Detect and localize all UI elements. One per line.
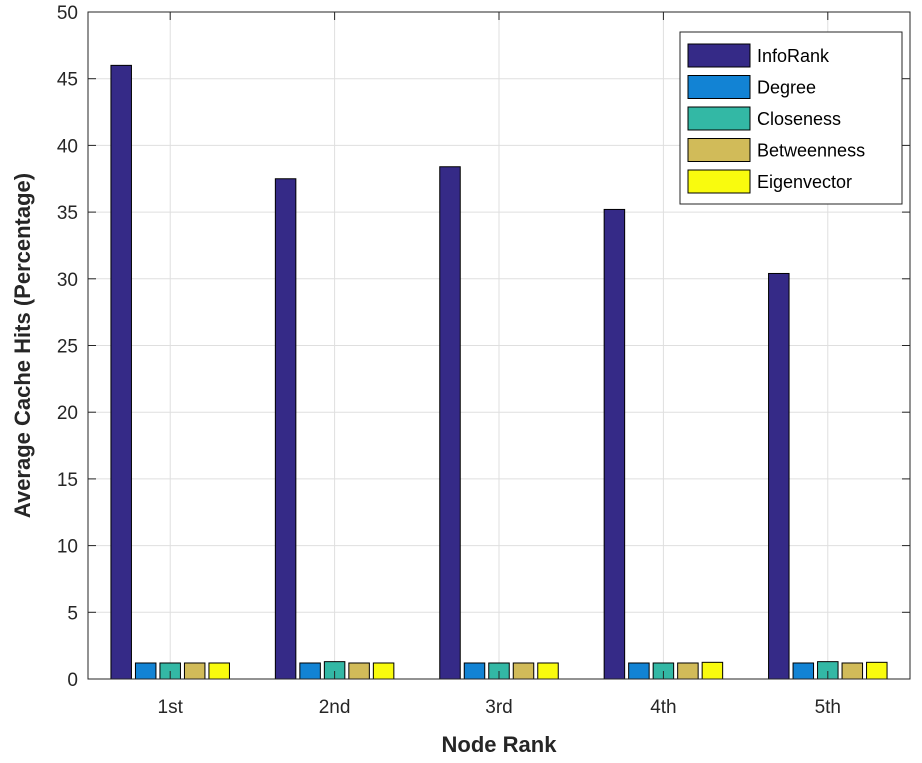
x-tick-label: 5th [815,697,841,718]
y-tick-label: 5 [67,603,78,624]
x-tick-label: 2nd [319,697,351,718]
legend-label-eigenvector: Eigenvector [757,172,852,192]
bar-inforank-2nd [274,178,297,680]
bar-degree-4th [628,662,650,680]
y-tick-label: 30 [57,270,78,291]
bar-inforank-3rd [439,166,461,680]
legend-swatch-inforank [687,43,751,68]
bar-eigenvector-4th [701,661,724,680]
bar-degree-2nd [299,662,321,680]
y-tick-label: 40 [57,136,78,157]
y-tick-label: 10 [57,537,78,558]
bar-eigenvector-2nd [372,662,395,680]
bar-degree-1st [134,662,157,680]
legend-label-inforank: InfoRank [757,46,830,66]
bar-degree-5th [792,662,815,680]
bar-betweenness-4th [677,662,699,680]
bar-inforank-5th [768,272,790,680]
legend-label-degree: Degree [757,78,816,98]
bar-betweenness-2nd [348,662,370,680]
legend: InfoRank Degree Closeness Betweenness Eigenv… [679,31,903,205]
bar-inforank-4th [603,208,626,680]
y-tick-label: 50 [57,3,78,24]
y-tick-label: 35 [57,203,78,224]
y-tick-label: 20 [57,403,78,424]
bar-betweenness-5th [841,662,864,680]
y-tick-labels: 0 5 10 15 20 25 30 35 40 45 50 [57,3,78,691]
bar-betweenness-1st [183,662,206,680]
legend-swatch-closeness [687,106,751,131]
x-tick-label: 4th [650,697,676,718]
x-tick-labels: 1st 2nd 3rd 4th 5th [158,697,841,718]
y-tick-label: 15 [57,470,78,491]
y-tick-label: 0 [67,670,78,691]
bar-eigenvector-3rd [537,662,559,680]
ticks [88,11,910,680]
y-axis-label: Average Cache Hits (Percentage) [10,173,35,518]
bar-eigenvector-1st [208,662,230,680]
legend-swatch-eigenvector [687,169,751,194]
bar-eigenvector-5th [866,661,888,680]
bar-betweenness-3rd [512,662,535,680]
x-tick-label: 3rd [485,697,512,718]
legend-swatch-betweenness [687,138,751,162]
x-tick-label: 1st [158,697,184,718]
y-tick-label: 25 [57,337,78,358]
grid-lines [88,12,910,679]
bar-degree-3rd [463,662,486,680]
bar-inforank-1st [110,64,132,680]
legend-label-closeness: Closeness [757,109,841,129]
y-tick-label: 45 [57,70,78,91]
legend-swatch-degree [687,75,751,99]
legend-label-betweenness: Betweenness [757,141,865,161]
x-axis-label: Node Rank [442,732,558,757]
